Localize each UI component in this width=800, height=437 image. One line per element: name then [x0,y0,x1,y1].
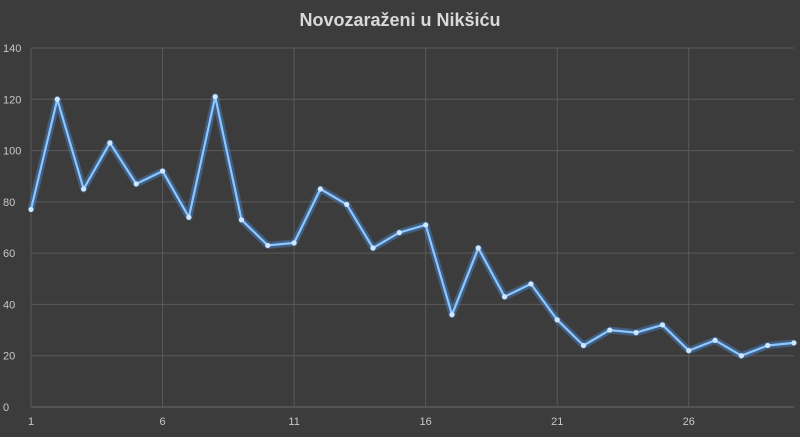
data-point [554,317,560,323]
x-tick-label: 26 [683,416,695,428]
data-point [396,230,402,236]
data-point [738,353,744,359]
data-point [344,201,350,208]
y-tick-label: 0 [3,402,9,414]
data-point [686,347,692,354]
series-glow [27,93,795,360]
data-point [81,186,87,192]
data-point [186,214,192,220]
data-point [765,342,771,349]
data-point [449,312,455,318]
data-point [107,140,113,146]
series-line [29,95,795,357]
data-point [580,342,587,349]
grid-lines [30,47,794,408]
chart-title: Novozaraženi u Nikšiću [299,10,500,30]
series-layer [27,93,797,360]
x-tick-label: 16 [420,416,432,428]
x-tick-label: 1 [28,416,34,428]
data-point [265,242,271,249]
data-point [238,217,245,223]
data-point [159,168,166,174]
data-point [633,330,639,336]
y-tick-label: 140 [3,43,21,55]
data-point [791,340,797,346]
x-tick-label: 21 [551,416,563,428]
data-point [28,206,34,213]
y-tick-label: 60 [3,248,15,260]
data-point [291,240,297,246]
y-tick-label: 20 [3,351,15,363]
data-point [54,96,60,102]
data-point [607,327,613,333]
data-point [212,94,218,100]
y-tick-label: 80 [3,197,15,209]
data-point [475,245,481,251]
data-point [659,322,666,328]
data-point [528,281,534,287]
y-tick-label: 100 [3,146,21,158]
x-tick-label: 6 [159,416,165,428]
x-tick-label: 11 [288,416,299,428]
data-point [370,245,376,251]
data-point [712,337,718,343]
y-tick-label: 40 [3,299,15,311]
data-point [501,294,508,300]
data-point [423,222,429,228]
data-point [133,181,139,187]
data-point [317,186,324,192]
y-tick-label: 120 [3,94,21,106]
